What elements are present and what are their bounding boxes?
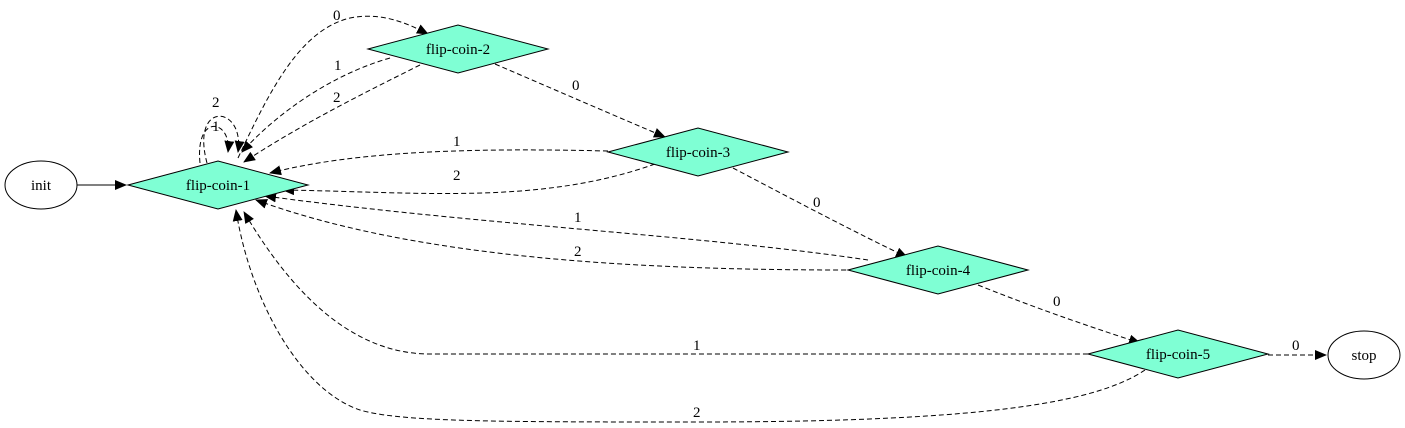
nodes: init flip-coin-1 flip-coin-2 flip-coin-3…: [4, 24, 1401, 380]
edge-flip-coin-3-to-flip-coin-1-1: [269, 149, 609, 176]
node-flip-coin-5-shape: [1086, 329, 1270, 379]
edge-label-flip-coin-2-to-flip-coin-1-2: 2: [333, 90, 341, 106]
edge-flip-coin-3-to-flip-coin-1-2: [282, 163, 656, 196]
edge-flip-coin-4-to-flip-coin-1-2: [255, 199, 847, 271]
edge-flip-coin-1-self-1: [199, 125, 235, 164]
edge-label-flip-coin-3-to-flip-coin-1-1: 1: [453, 134, 461, 150]
edge-flip-coin-1-self-2: [203, 115, 245, 164]
edge-label-flip-coin-2-to-flip-coin-3: 0: [572, 78, 580, 94]
node-flip-coin-4-label: flip-coin-4: [906, 263, 971, 279]
node-flip-coin-3-label: flip-coin-3: [666, 145, 730, 161]
edge-flip-coin-2-to-flip-coin-3: [494, 63, 666, 138]
edge-flip-coin-2-to-flip-coin-1-2: [243, 64, 421, 163]
edge-flip-coin-5-to-flip-coin-1-2: [232, 209, 1146, 423]
node-flip-coin-3[interactable]: flip-coin-3: [606, 127, 790, 177]
edge-flip-coin-4-to-flip-coin-1-1: [264, 192, 869, 261]
node-flip-coin-5[interactable]: flip-coin-5: [1086, 329, 1270, 379]
node-stop[interactable]: stop: [1327, 330, 1401, 380]
edge-label-flip-coin-5-to-flip-coin-1-2: 2: [693, 405, 701, 421]
node-flip-coin-5-label: flip-coin-5: [1146, 347, 1210, 363]
edges: [77, 15, 1327, 423]
node-flip-coin-4-shape: [846, 245, 1030, 295]
node-init[interactable]: init: [4, 160, 78, 210]
edge-flip-coin-3-to-flip-coin-4: [732, 167, 908, 258]
edge-flip-coin-1-to-flip-coin-2: [237, 15, 429, 159]
node-stop-shape: [1327, 330, 1401, 380]
node-flip-coin-3-shape: [606, 127, 790, 177]
node-flip-coin-1-shape: [126, 160, 310, 210]
edge-label-flip-coin-5-to-stop: 0: [1292, 338, 1300, 354]
node-flip-coin-1-label: flip-coin-1: [186, 178, 250, 194]
edge-labels: 0 1 2 2 1 0 1 2 0 1 2 0 1 2 0: [212, 8, 1300, 421]
edge-label-flip-coin-1-self-2: 2: [212, 95, 220, 111]
edge-label-flip-coin-1-self-1: 1: [212, 119, 220, 135]
node-flip-coin-2-label: flip-coin-2: [426, 42, 490, 58]
edge-label-flip-coin-4-to-flip-coin-1-1: 1: [574, 210, 582, 226]
edge-label-flip-coin-4-to-flip-coin-5: 0: [1053, 294, 1061, 310]
node-flip-coin-2[interactable]: flip-coin-2: [366, 24, 550, 74]
edge-label-flip-coin-5-to-flip-coin-1-1: 1: [693, 338, 701, 354]
edge-flip-coin-4-to-flip-coin-5: [977, 284, 1141, 345]
node-flip-coin-1[interactable]: flip-coin-1: [126, 160, 310, 210]
edge-label-flip-coin-3-to-flip-coin-4: 0: [813, 195, 821, 211]
node-init-label: init: [31, 178, 52, 194]
node-stop-label: stop: [1351, 348, 1376, 364]
node-init-shape: [4, 160, 78, 210]
edge-label-flip-coin-1-to-flip-coin-2: 0: [333, 8, 341, 24]
edge-label-flip-coin-2-to-flip-coin-1-1: 1: [334, 58, 342, 74]
node-flip-coin-2-shape: [366, 24, 550, 74]
edge-label-flip-coin-3-to-flip-coin-1-2: 2: [453, 168, 461, 184]
edge-label-flip-coin-4-to-flip-coin-1-2: 2: [574, 244, 582, 260]
node-flip-coin-4[interactable]: flip-coin-4: [846, 245, 1030, 295]
